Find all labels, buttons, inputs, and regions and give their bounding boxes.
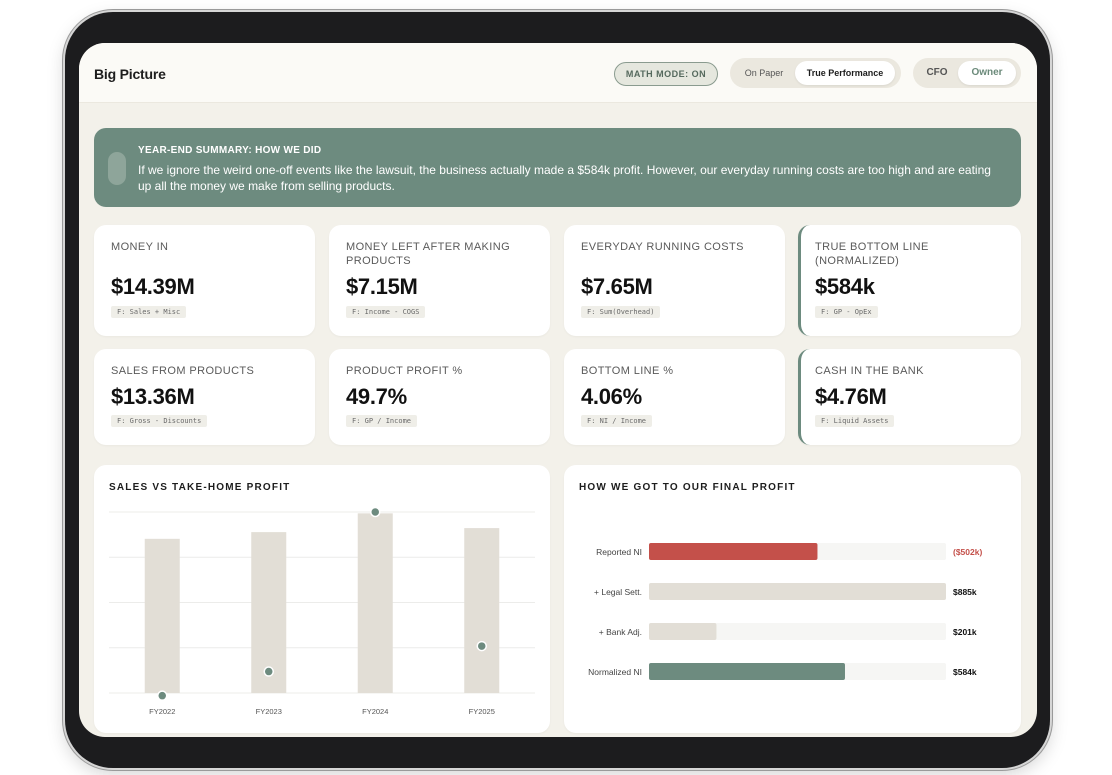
chart-title: SALES VS TAKE-HOME PROFIT xyxy=(109,482,291,493)
kpi-value: $584k xyxy=(815,274,875,299)
kpi-value: 4.06% xyxy=(581,384,642,409)
kpi-label: CASH IN THE BANK xyxy=(815,365,924,377)
final-profit-panel: HOW WE GOT TO OUR FINAL PROFIT Reported … xyxy=(564,465,1021,733)
kpi-label: BOTTOM LINE % xyxy=(581,365,674,377)
bridge-category-label: + Bank Adj. xyxy=(599,627,642,637)
kpi-label: TRUE BOTTOM LINE (NORMALIZED) xyxy=(815,241,929,267)
final-profit-chart: Reported NI ($502k) + Legal Sett. $885k + Ba… xyxy=(588,543,982,680)
kpi-value: $7.15M xyxy=(346,274,418,299)
sales-bar xyxy=(144,538,180,693)
bridge-category-label: + Legal Sett. xyxy=(594,587,642,597)
bridge-value-label: $885k xyxy=(953,587,977,597)
x-tick-label: FY2025 xyxy=(469,707,495,716)
x-tick-label: FY2023 xyxy=(256,707,282,716)
sales-vs-profit-panel: SALES VS TAKE-HOME PROFIT FY2022 FY2023 FY… xyxy=(94,465,550,733)
bridge-bar xyxy=(649,583,946,600)
sales-bar xyxy=(464,528,500,693)
kpi-formula: F: Sales + Misc xyxy=(111,306,187,318)
tab-cfo[interactable]: CFO xyxy=(926,67,948,78)
kpi-card-sales-products: SALES FROM PRODUCTS $13.36M F: Gross - D… xyxy=(94,349,315,445)
tab-owner[interactable]: Owner xyxy=(958,61,1016,85)
banner-text: If we ignore the weird one-off events li… xyxy=(138,163,991,193)
kpi-card-cash: CASH IN THE BANK $4.76M F: Liquid Assets xyxy=(798,349,1021,445)
top-bar: Big Picture MATH MODE: ON On Paper True … xyxy=(79,43,1037,103)
bridge-bar xyxy=(649,543,818,560)
sales-bar xyxy=(357,513,393,693)
brand-title: Big Picture xyxy=(94,66,166,82)
kpi-label: EVERYDAY RUNNING COSTS xyxy=(581,241,744,253)
x-tick-label: FY2024 xyxy=(362,707,388,716)
kpi-card-money-left: MONEY LEFT AFTER MAKING PRODUCTS $7.15M … xyxy=(329,225,550,336)
kpi-formula: F: Gross - Discounts xyxy=(111,415,208,427)
sales-bar xyxy=(251,532,287,693)
bridge-value-label: $201k xyxy=(953,627,977,637)
bridge-bar xyxy=(649,663,845,680)
banner-title: YEAR-END SUMMARY: HOW WE DID xyxy=(138,145,322,156)
kpi-card-product-profit: PRODUCT PROFIT % 49.7% F: GP / Income xyxy=(329,349,550,445)
bridge-bar xyxy=(649,623,717,640)
tab-on-paper[interactable]: On Paper xyxy=(744,68,784,78)
kpi-formula: F: GP - OpEx xyxy=(815,306,878,318)
x-tick-label: FY2022 xyxy=(149,707,175,716)
role-toggle: CFO Owner xyxy=(913,58,1021,88)
kpi-value: $14.39M xyxy=(111,274,195,299)
profit-point xyxy=(263,666,274,677)
chart-title: HOW WE GOT TO OUR FINAL PROFIT xyxy=(579,482,796,493)
bridge-value-label: ($502k) xyxy=(953,547,982,557)
kpi-label: MONEY LEFT AFTER MAKING PRODUCTS xyxy=(346,241,511,267)
bridge-value-label: $584k xyxy=(953,667,977,677)
sales-vs-profit-chart: FY2022 FY2023 FY2024 FY2025 xyxy=(109,506,535,716)
kpi-label: MONEY IN xyxy=(111,241,169,253)
summary-banner: YEAR-END SUMMARY: HOW WE DID If we ignor… xyxy=(94,128,1021,207)
kpi-card-money-in: MONEY IN $14.39M F: Sales + Misc xyxy=(94,225,315,336)
bridge-track xyxy=(649,623,946,640)
profit-point xyxy=(370,506,381,518)
bridge-category-label: Reported NI xyxy=(596,547,642,557)
profit-point xyxy=(476,640,487,652)
view-mode-toggle: On Paper True Performance xyxy=(730,58,901,88)
bridge-category-label: Normalized NI xyxy=(588,667,642,677)
kpi-card-true-bottom-line: TRUE BOTTOM LINE (NORMALIZED) $584k F: G… xyxy=(798,225,1021,336)
tablet-frame: Big Picture MATH MODE: ON On Paper True … xyxy=(65,12,1050,768)
math-mode-toggle[interactable]: MATH MODE: ON xyxy=(614,62,718,86)
kpi-formula: F: Liquid Assets xyxy=(815,415,895,427)
kpi-formula: F: Sum(Overhead) xyxy=(581,306,661,318)
banner-indicator xyxy=(108,152,126,185)
kpi-value: $13.36M xyxy=(111,384,195,409)
app-screen: Big Picture MATH MODE: ON On Paper True … xyxy=(79,43,1037,737)
kpi-label: SALES FROM PRODUCTS xyxy=(111,365,255,377)
kpi-formula: F: Income - COGS xyxy=(346,306,426,318)
profit-point xyxy=(157,690,168,701)
tab-true-performance[interactable]: True Performance xyxy=(795,61,895,85)
kpi-label: PRODUCT PROFIT % xyxy=(346,365,463,377)
kpi-formula: F: GP / Income xyxy=(346,415,418,427)
kpi-card-bottom-line-pct: BOTTOM LINE % 4.06% F: NI / Income xyxy=(564,349,785,445)
kpi-value: 49.7% xyxy=(346,384,407,409)
kpi-value: $7.65M xyxy=(581,274,653,299)
kpi-formula: F: NI / Income xyxy=(581,415,653,427)
kpi-card-running-costs: EVERYDAY RUNNING COSTS $7.65M F: Sum(Ove… xyxy=(564,225,785,336)
kpi-value: $4.76M xyxy=(815,384,887,409)
